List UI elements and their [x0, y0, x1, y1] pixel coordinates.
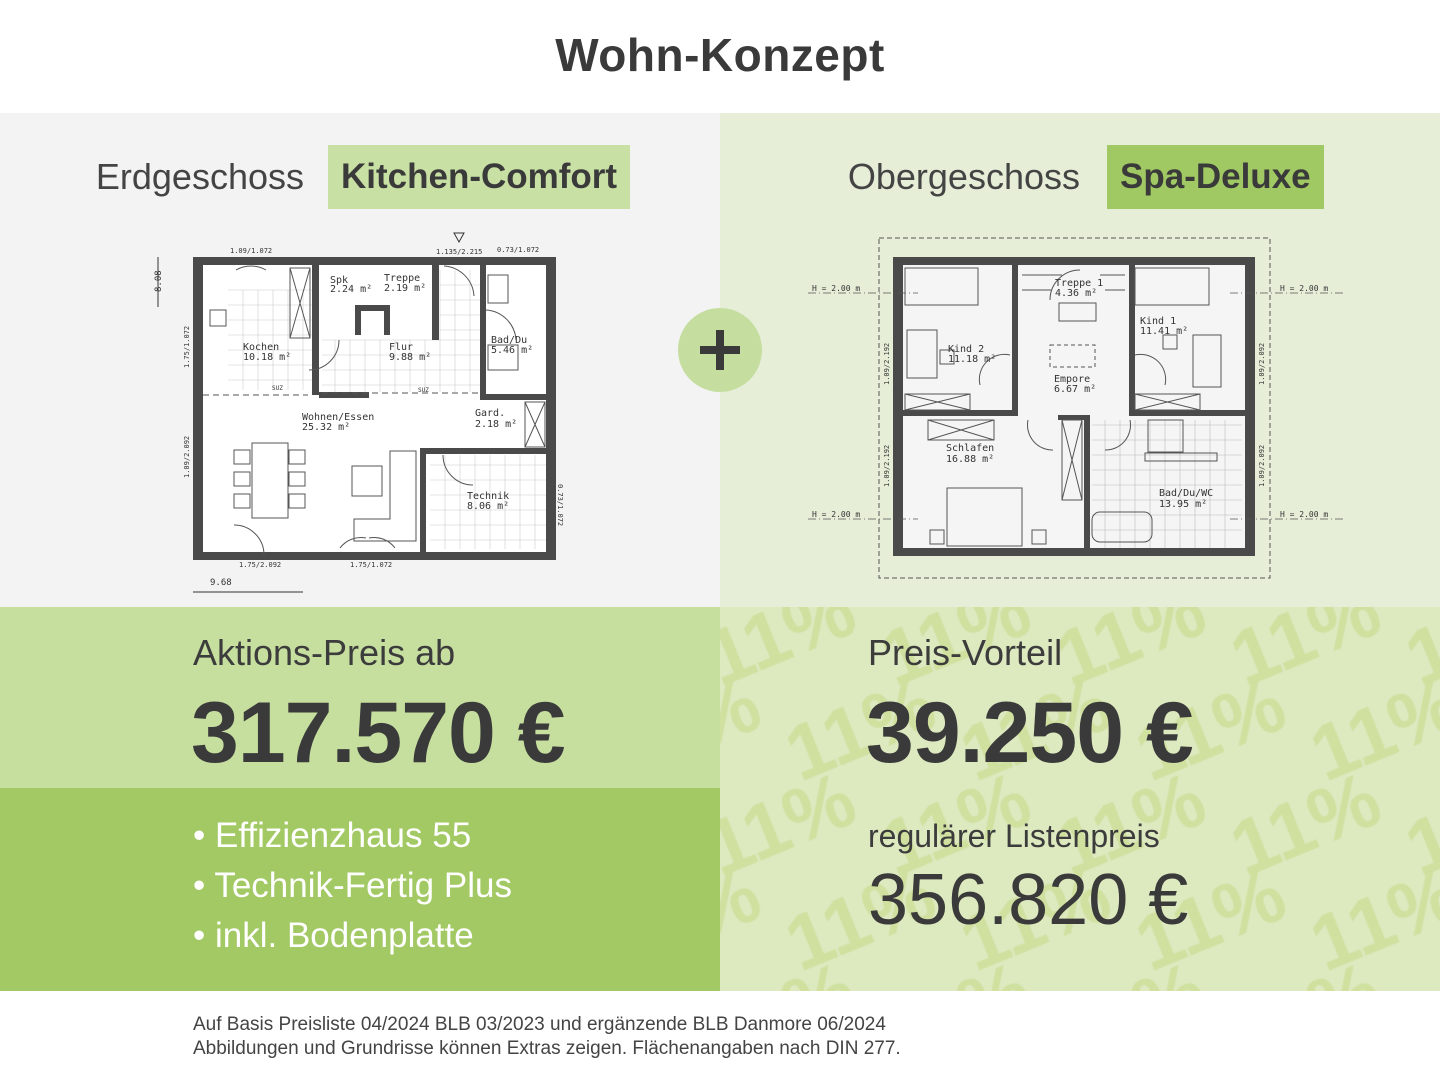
room-area: 10.18 m² [243, 352, 291, 363]
room-label: Kind 1 [1140, 316, 1176, 327]
dimension-label: 1.09/2.192 [883, 445, 891, 487]
room-area: 2.18 m² [475, 419, 517, 430]
dimension-label: 0.73/1.072 [556, 484, 564, 526]
room-area: 11.18 m² [948, 354, 996, 365]
room-label: Flur [389, 342, 413, 353]
room-area: 9.88 m² [389, 352, 431, 363]
dimension-label: 9.68 [210, 578, 232, 588]
room-area: 4.36 m² [1055, 288, 1097, 299]
tile-grid [228, 270, 546, 549]
savings-label: Preis-Vorteil [868, 632, 1063, 673]
suz-label: SUZ [272, 385, 283, 392]
room-area: 16.88 m² [946, 454, 994, 465]
room-label: Bad/Du [491, 335, 527, 346]
dimension-label: 0.73/1.072 [497, 246, 539, 254]
kitchen-comfort-badge: Kitchen-Comfort [328, 145, 631, 209]
room-label: Kochen [243, 342, 279, 353]
dimension-label: 1.09/2.092 [183, 436, 191, 478]
offer-price-band [0, 607, 720, 788]
list-price-label: regulärer Listenpreis [868, 818, 1160, 854]
height-mark: H = 2.00 m [1280, 284, 1328, 293]
room-label: Spk [330, 275, 348, 286]
dimension-label: 1.09/2.092 [1258, 343, 1266, 385]
savings-amount: 39.250 € [866, 685, 1194, 781]
room-area: 5.46 m² [491, 345, 533, 356]
dimension-label: 1.75/1.072 [350, 561, 392, 569]
room-label: Treppe 1 [1055, 278, 1103, 289]
room-label: Gard. [475, 408, 505, 419]
footer-note: Auf Basis Preisliste 04/2024 BLB 03/2023… [193, 1014, 886, 1035]
height-mark: H = 2.00 m [812, 510, 860, 519]
features-band [0, 788, 720, 991]
room-label: Kind 2 [948, 344, 984, 355]
room-area: 8.06 m² [467, 501, 509, 512]
dimension-label: 1.75/1.072 [183, 326, 191, 368]
list-price: 356.820 € [868, 860, 1189, 940]
feature-item: • Effizienzhaus 55 [193, 816, 472, 855]
dimension-label: 1.09/1.072 [230, 247, 272, 255]
feature-item: • inkl. Bodenplatte [193, 916, 474, 955]
feature-item: • Technik-Fertig Plus [193, 866, 512, 905]
plus-icon [678, 308, 762, 392]
room-label: Bad/Du/WC [1159, 488, 1213, 499]
room-area: 13.95 m² [1159, 499, 1207, 510]
suz-label: SUZ [418, 387, 429, 394]
height-mark: H = 2.00 m [812, 284, 860, 293]
offer-label: Aktions-Preis ab [193, 632, 456, 673]
room-label: Empore [1054, 374, 1090, 385]
savings-band [720, 607, 1440, 991]
footer-note: Abbildungen und Grundrisse können Extras… [193, 1038, 901, 1059]
watermark-percent-pattern [720, 607, 1440, 991]
room-label: Treppe [384, 273, 420, 284]
room-area: 2.24 m² [330, 284, 372, 295]
dimension-label: 1.75/2.092 [239, 561, 281, 569]
page-title: Wohn-Konzept [555, 29, 885, 81]
room-area: 11.41 m² [1140, 326, 1188, 337]
room-area: 2.19 m² [384, 283, 426, 294]
offer-price: 317.570 € [191, 685, 566, 781]
room-label: Wohnen/Essen [302, 412, 374, 423]
ground-floor-plan: Kochen 10.18 m² Spk 2.24 m² Treppe 2.19 … [154, 232, 564, 593]
walls [893, 257, 1255, 556]
room-area: 25.32 m² [302, 422, 350, 433]
height-mark: H = 2.00 m [1280, 510, 1328, 519]
room-area: 6.67 m² [1054, 384, 1096, 395]
ground-floor-label: Erdgeschoss [95, 156, 304, 197]
spa-deluxe-badge: Spa-Deluxe [1107, 145, 1324, 209]
dimension-label: 1.09/2.192 [883, 343, 891, 385]
room-label: Technik [467, 491, 509, 502]
dimension-label: 8.08 [154, 270, 164, 292]
dimension-label: 1.135/2.215 [436, 248, 482, 256]
upper-floor-label: Obergeschoss [847, 156, 1080, 197]
walls [193, 257, 556, 560]
room-label: Schlafen [946, 443, 994, 454]
dimension-label: 1.09/2.092 [1258, 445, 1266, 487]
upper-floor-plan: Kind 2 11.18 m² Treppe 1 4.36 m² Kind 1 … [808, 237, 1346, 579]
